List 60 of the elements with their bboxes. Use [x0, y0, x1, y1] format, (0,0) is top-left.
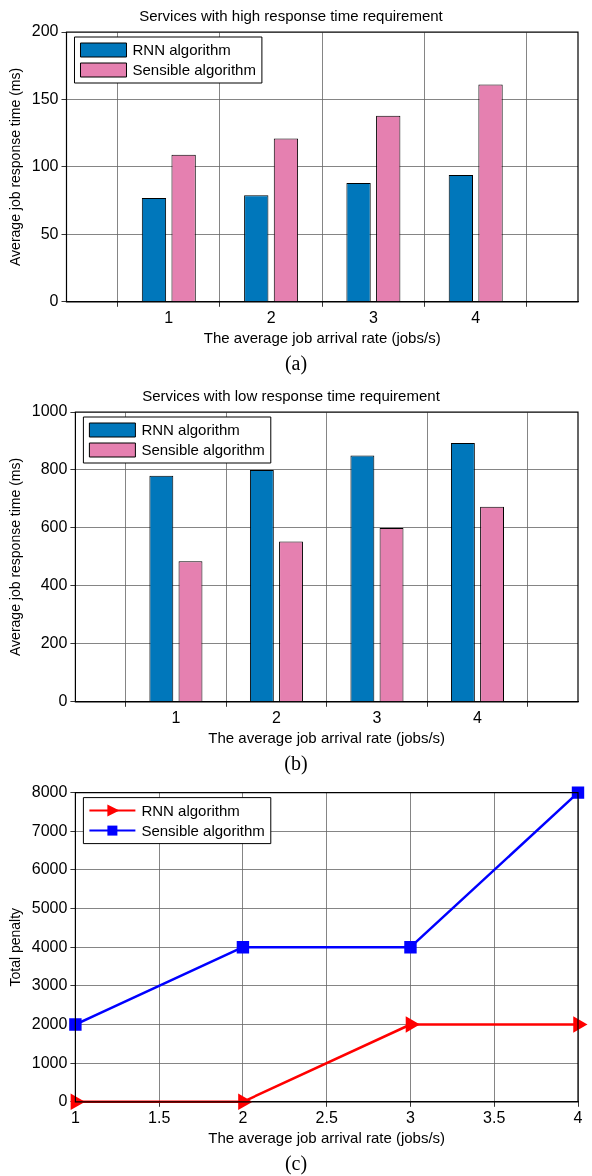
- chart-title: Services with high response time requirement: [139, 7, 444, 25]
- y-tick-label: 0: [58, 692, 68, 710]
- x-tick-label: 1: [70, 1108, 80, 1126]
- y-tick-label: 5000: [31, 898, 68, 916]
- point: [405, 1017, 419, 1032]
- point: [70, 1094, 84, 1110]
- x-tick-label: 4: [473, 708, 483, 726]
- point: [573, 1017, 587, 1032]
- y-tick-label: 6000: [31, 860, 68, 878]
- y-tick-label: 4000: [31, 937, 68, 955]
- point: [236, 941, 250, 954]
- text: (b): [283, 751, 309, 776]
- y-axis-title: Average job response time (ms): [7, 67, 24, 266]
- text: (c): [283, 1151, 309, 1176]
- y-axis-title: Total penalty: [7, 907, 24, 987]
- x-axis-title: The average job arrival rate (jobs/s): [208, 729, 446, 747]
- x-tick-label: 3.5: [483, 1108, 506, 1126]
- y-tick-label: 2000: [31, 1014, 68, 1032]
- y-tick-label: 8000: [31, 783, 68, 801]
- chart-title: Services with low response time requirement: [142, 387, 441, 405]
- x-tick-label: 4: [573, 1108, 583, 1126]
- y-tick-label: 0: [58, 1092, 68, 1110]
- legend-label: Sensible algorithm: [141, 441, 265, 459]
- x-tick-label: 3: [372, 708, 382, 726]
- x-tick-label: 1: [164, 308, 174, 326]
- y-tick-label: 800: [40, 460, 68, 478]
- y-tick-label: 150: [31, 89, 59, 107]
- x-tick-label: 2: [238, 1108, 248, 1126]
- legend-label: RNN algorithm: [132, 41, 231, 59]
- y-tick-label: 100: [31, 157, 59, 175]
- legend-label: Sensible algorithm: [141, 821, 265, 839]
- legend-label: Sensible algorithm: [132, 61, 256, 79]
- y-tick-label: 400: [40, 576, 68, 594]
- y-tick-label: 200: [31, 22, 59, 40]
- y-tick-label: 200: [40, 634, 68, 652]
- legend-label: RNN algorithm: [141, 421, 240, 439]
- point: [571, 786, 585, 799]
- x-tick-label: 2: [266, 308, 276, 326]
- point: [238, 1094, 252, 1110]
- x-tick-label: 1.5: [148, 1108, 171, 1126]
- x-tick-label: 1: [171, 708, 181, 726]
- legend-label: RNN algorithm: [141, 801, 240, 819]
- point: [69, 1018, 82, 1031]
- x-tick-label: 3: [406, 1108, 416, 1126]
- x-tick-label: 3: [368, 308, 378, 326]
- y-tick-label: 3000: [31, 976, 68, 994]
- y-tick-label: 1000: [31, 402, 68, 420]
- text: (a): [283, 351, 309, 377]
- x-tick-label: 4: [471, 308, 481, 326]
- y-tick-label: 0: [49, 292, 59, 310]
- y-axis-title: Average job response time (ms): [7, 457, 24, 656]
- y-tick-label: 50: [40, 224, 59, 242]
- x-axis-title: The average job arrival rate (jobs/s): [208, 1129, 446, 1147]
- x-tick-label: 2.5: [315, 1108, 338, 1126]
- point: [404, 941, 417, 954]
- x-axis-title: The average job arrival rate (jobs/s): [203, 329, 441, 347]
- y-tick-label: 1000: [31, 1053, 68, 1071]
- x-tick-label: 2: [271, 708, 281, 726]
- y-tick-label: 7000: [31, 821, 68, 839]
- y-tick-label: 600: [40, 518, 68, 536]
